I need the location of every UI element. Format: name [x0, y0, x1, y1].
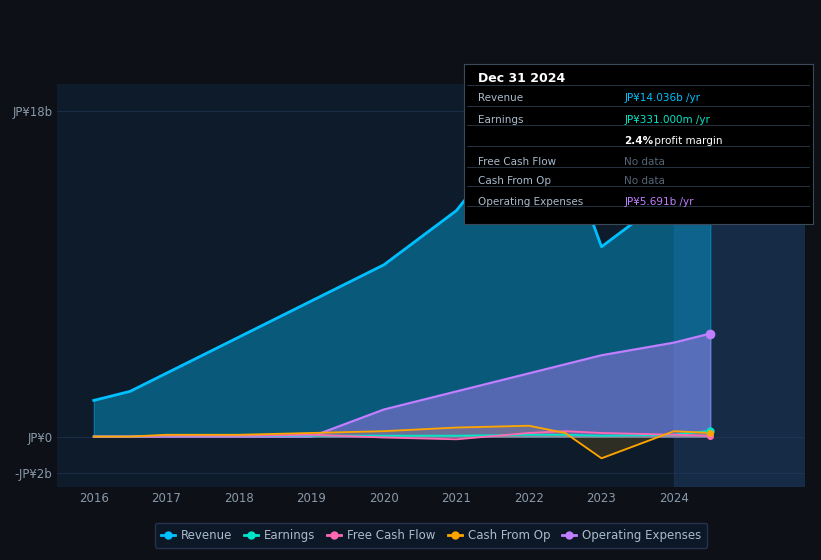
Text: profit margin: profit margin: [650, 136, 722, 146]
Text: No data: No data: [624, 157, 665, 167]
Legend: Revenue, Earnings, Free Cash Flow, Cash From Op, Operating Expenses: Revenue, Earnings, Free Cash Flow, Cash …: [155, 523, 707, 548]
Text: JP¥14.036b /yr: JP¥14.036b /yr: [624, 93, 700, 103]
Text: Free Cash Flow: Free Cash Flow: [478, 157, 556, 167]
Text: JP¥5.691b /yr: JP¥5.691b /yr: [624, 197, 694, 207]
Text: No data: No data: [624, 176, 665, 186]
Text: Earnings: Earnings: [478, 115, 523, 125]
Bar: [674, 84, 805, 487]
Text: Revenue: Revenue: [478, 93, 523, 103]
Text: Operating Expenses: Operating Expenses: [478, 197, 583, 207]
Text: Dec 31 2024: Dec 31 2024: [478, 72, 565, 85]
Text: 2.4%: 2.4%: [624, 136, 654, 146]
Text: Cash From Op: Cash From Op: [478, 176, 551, 186]
Text: JP¥331.000m /yr: JP¥331.000m /yr: [624, 115, 710, 125]
